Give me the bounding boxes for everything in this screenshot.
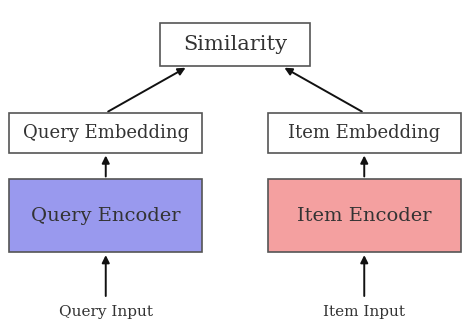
Text: Item Encoder: Item Encoder [297,207,431,225]
Text: Item Input: Item Input [323,305,405,319]
Text: Query Encoder: Query Encoder [31,207,180,225]
FancyBboxPatch shape [160,23,310,66]
Text: Query Input: Query Input [59,305,153,319]
FancyBboxPatch shape [268,179,461,252]
Text: Query Embedding: Query Embedding [23,124,189,142]
FancyBboxPatch shape [9,113,202,153]
FancyBboxPatch shape [9,179,202,252]
Text: Item Embedding: Item Embedding [288,124,440,142]
Text: Similarity: Similarity [183,35,287,54]
FancyBboxPatch shape [268,113,461,153]
